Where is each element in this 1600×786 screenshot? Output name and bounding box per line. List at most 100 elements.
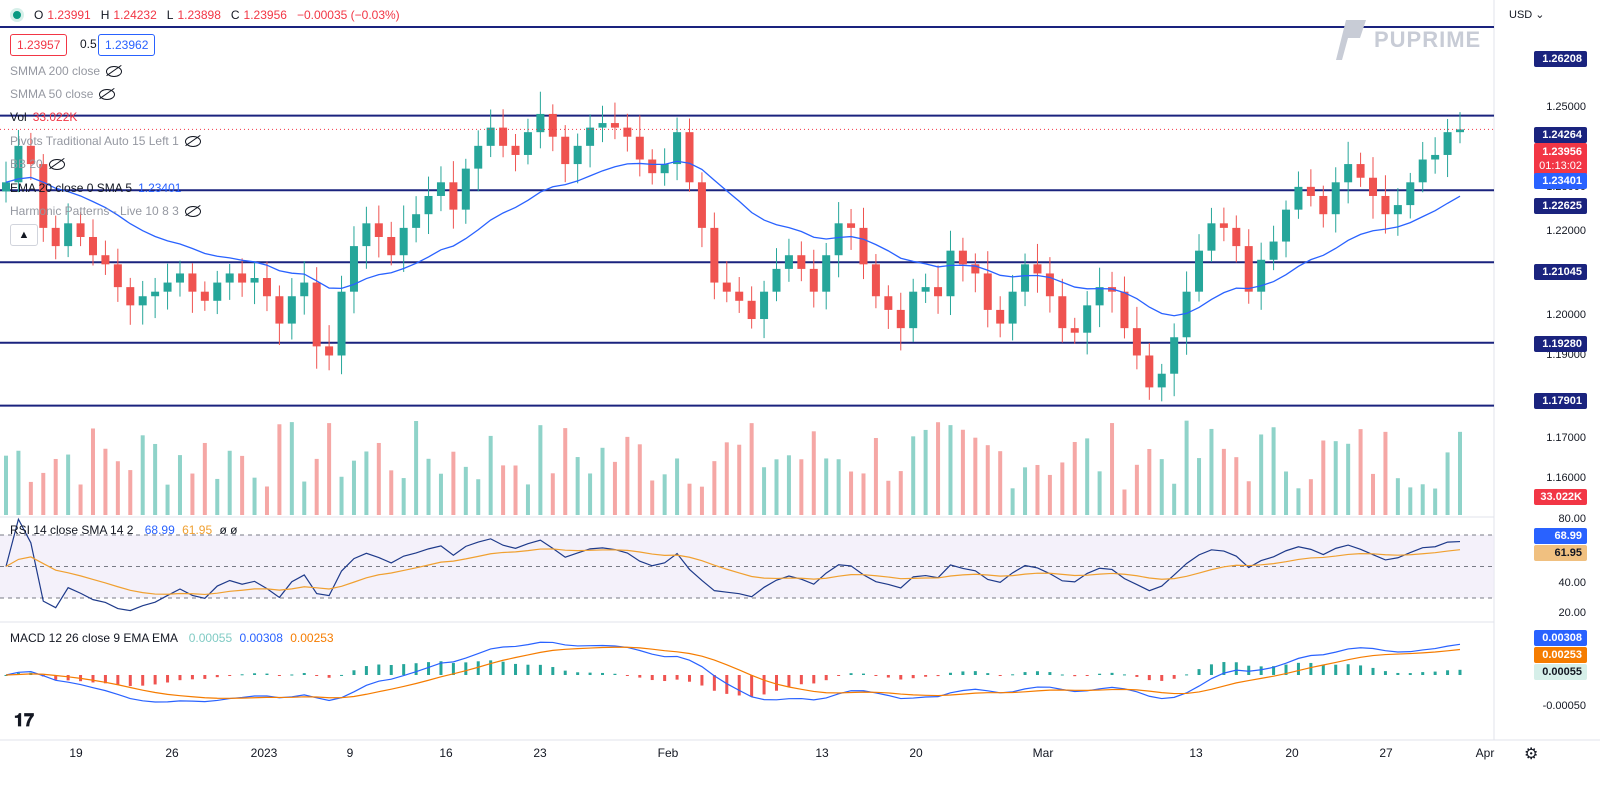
currency-selector[interactable]: USD ⌄ <box>1509 9 1545 21</box>
indicator-harmonic[interactable]: Harmonic Patterns - Live 10 8 3 <box>10 204 201 218</box>
hidden-eye-icon[interactable] <box>184 135 201 147</box>
level-tag: 1.21045 <box>1534 264 1587 280</box>
date-tick: Feb <box>657 746 679 760</box>
indicator-vol-label: Vol <box>10 110 27 124</box>
macd-histogram-bar <box>302 673 306 675</box>
hidden-eye-icon[interactable] <box>99 88 116 100</box>
date-tick: 20 <box>909 746 923 760</box>
candle-body <box>1356 164 1365 178</box>
level-tag: 1.22625 <box>1534 198 1587 214</box>
indicator-pivots[interactable]: Pivots Traditional Auto 15 Left 1 <box>10 134 201 148</box>
macd-histogram-bar <box>1011 674 1015 676</box>
macd-histogram-bar <box>998 675 1002 676</box>
macd-histogram-bar <box>1048 672 1052 675</box>
hidden-eye-icon[interactable] <box>106 65 123 77</box>
candle-body <box>586 127 595 146</box>
sell-button[interactable]: 1.23957 <box>10 34 68 56</box>
volume-bar <box>625 436 630 515</box>
candle-body <box>200 291 209 301</box>
date-tick: 19 <box>69 746 83 760</box>
candle-body <box>648 159 657 174</box>
macd-histogram-bar <box>253 673 257 675</box>
candle-body <box>1157 373 1166 388</box>
buy-button[interactable]: 1.23962 <box>98 34 156 56</box>
level-tag: 1.24264 <box>1534 127 1587 143</box>
date-tick: Mar <box>1032 746 1054 760</box>
volume-bar <box>824 458 829 515</box>
volume-bar <box>811 431 816 515</box>
candle-body <box>772 268 781 292</box>
candle-body <box>1418 159 1427 183</box>
volume-bar <box>985 445 990 515</box>
candle-body <box>51 227 60 247</box>
candle-body <box>847 223 856 228</box>
volume-bar <box>936 422 941 515</box>
candle-body <box>598 123 607 128</box>
macd-histogram-bar <box>265 673 269 675</box>
candle-body <box>1456 129 1464 133</box>
candle-body <box>374 223 383 237</box>
candle-body <box>1058 296 1067 329</box>
indicator-bb[interactable]: BB 20 <box>10 157 65 171</box>
macd-histogram-bar <box>439 661 443 675</box>
volume-bar <box>563 428 568 515</box>
candle-body <box>362 223 371 247</box>
last-price-tag: 1.23956 01:13:02 <box>1534 143 1587 175</box>
candle-body <box>760 291 769 320</box>
volume-bar <box>289 422 294 515</box>
candle-body <box>26 145 35 165</box>
macd-value: 0.00308 <box>239 631 283 645</box>
candle-body <box>1008 291 1017 324</box>
candle-body <box>486 127 495 146</box>
volume-bar <box>861 473 866 515</box>
macd-legend[interactable]: MACD 12 26 close 9 EMA EMA 0.00055 0.003… <box>10 631 334 645</box>
volume-bar <box>1035 464 1040 515</box>
volume-bar <box>28 481 33 515</box>
candle-body <box>1393 205 1402 215</box>
volume-bar <box>550 473 555 515</box>
low-label: L <box>166 8 174 22</box>
volume-bar <box>923 429 928 515</box>
tradingview-logo-icon[interactable]: 𝟏𝟕 <box>14 710 35 730</box>
change-value: −0.00035 (−0.03%) <box>296 8 400 22</box>
candle-body <box>1219 223 1228 228</box>
volume-bar <box>1047 474 1052 515</box>
hidden-eye-icon[interactable] <box>184 205 201 217</box>
volume-bar <box>1321 440 1326 515</box>
gear-icon[interactable]: ⚙ <box>1524 746 1539 763</box>
candle-body <box>685 132 694 183</box>
volume-bar <box>426 458 431 515</box>
date-tick: 13 <box>815 746 829 760</box>
candle-body <box>1182 291 1191 338</box>
rsi-sma-tag: 61.95 <box>1534 545 1587 561</box>
volume-bar <box>1395 478 1400 515</box>
indicator-ema-label: EMA 20 close 0 SMA 5 <box>10 181 133 195</box>
macd-histogram-bar <box>290 674 294 676</box>
volume-bar <box>799 459 804 515</box>
indicator-ema[interactable]: EMA 20 close 0 SMA 5 1.23401 <box>10 181 181 195</box>
macd-histogram-bar <box>861 673 865 675</box>
candle-body <box>1145 355 1154 388</box>
macd-histogram-bar <box>737 675 741 696</box>
indicator-smma200[interactable]: SMMA 200 close <box>10 64 123 78</box>
indicator-smma50[interactable]: SMMA 50 close <box>10 87 116 101</box>
close-value: 1.23956 <box>243 8 287 22</box>
macd-histogram-bar <box>924 675 928 677</box>
macd-histogram-bar <box>824 675 828 681</box>
macd-histogram-bar <box>402 664 406 675</box>
candle-body <box>921 287 930 292</box>
candle-body <box>1443 132 1452 155</box>
candle-body <box>1033 264 1042 274</box>
collapse-legend-button[interactable]: ▲ <box>10 224 38 246</box>
candle-body <box>1282 209 1291 242</box>
low-value: 1.23898 <box>177 8 221 22</box>
macd-histogram-bar <box>874 675 878 676</box>
hidden-eye-icon[interactable] <box>48 158 65 170</box>
indicator-volume[interactable]: Vol 33.022K <box>10 110 77 124</box>
rsi-legend[interactable]: RSI 14 close SMA 14 2 68.99 61.95 ø ø <box>10 523 238 537</box>
candle-body <box>1406 182 1415 206</box>
candle-body <box>287 296 296 324</box>
volume-bar <box>1408 487 1413 515</box>
ema-tag: 1.23401 <box>1534 173 1587 189</box>
